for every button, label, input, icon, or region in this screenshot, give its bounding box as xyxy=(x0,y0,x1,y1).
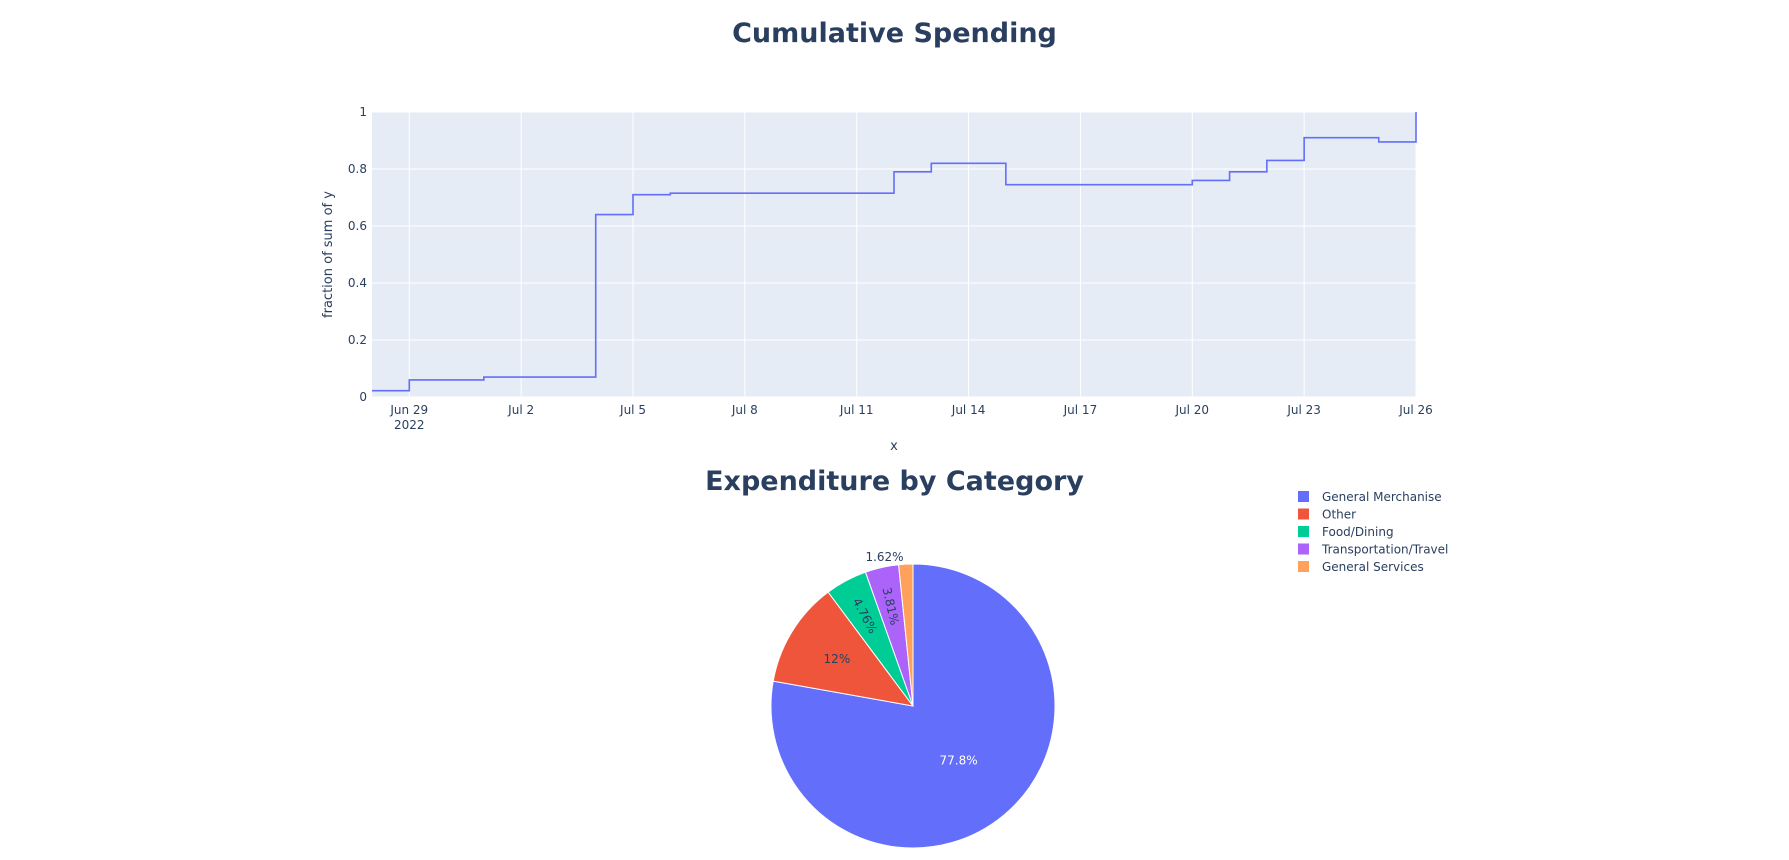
cumulative-series-line xyxy=(372,112,1417,392)
expenditure-pie-chart: 77.8%12%4.76% 3.81%1.62%General Merchanis… xyxy=(770,490,1448,849)
x-tick-label: Jul 8 xyxy=(731,403,758,417)
x-axis-title: x xyxy=(890,439,898,454)
legend-swatch[interactable] xyxy=(1298,543,1309,555)
plot-area xyxy=(372,112,1416,397)
x-tick-year-label: 2022 xyxy=(394,418,425,432)
y-axis-title: fraction of sum of y xyxy=(321,191,336,318)
legend-item-label[interactable]: General Services xyxy=(1322,560,1424,574)
legend-swatch[interactable] xyxy=(1298,526,1309,537)
legend-item-label[interactable]: Food/Dining xyxy=(1322,525,1394,539)
y-tick-label: 0.6 xyxy=(348,219,367,233)
legend-swatch[interactable] xyxy=(1298,491,1309,502)
x-tick-label: Jul 23 xyxy=(1286,403,1321,417)
y-tick-label: 1 xyxy=(359,105,367,119)
x-tick-label: Jul 11 xyxy=(839,403,874,417)
y-tick-label: 0.4 xyxy=(348,276,367,290)
pie-slice xyxy=(772,591,915,707)
y-tick-label: 0.8 xyxy=(348,162,367,176)
x-tick-label: Jul 17 xyxy=(1063,403,1098,417)
x-tick-label: Jun 29 xyxy=(389,403,428,417)
x-tick-label: Jul 14 xyxy=(951,403,986,417)
legend-item-label[interactable]: Transportation/Travel xyxy=(1321,543,1448,557)
pie-slice-label: 12% xyxy=(824,652,851,666)
legend-swatch[interactable] xyxy=(1298,508,1309,520)
y-tick-label: 0.2 xyxy=(348,333,367,347)
pie-chart-title: Expenditure by Category xyxy=(705,466,1084,497)
y-tick-label: 0 xyxy=(359,390,367,404)
legend-item-label[interactable]: Other xyxy=(1322,508,1356,522)
pie-slice xyxy=(898,563,914,707)
legend-swatch[interactable] xyxy=(1298,561,1309,572)
x-tick-label: Jul 26 xyxy=(1398,403,1433,417)
pie-slice-label: 77.8% xyxy=(940,753,978,767)
legend-item-label[interactable]: General Merchanise xyxy=(1322,490,1442,504)
x-tick-label: Jul 20 xyxy=(1175,403,1210,417)
line-chart-title: Cumulative Spending xyxy=(732,18,1057,49)
x-tick-label: Jul 2 xyxy=(507,403,534,417)
x-tick-label: Jul 5 xyxy=(619,403,646,417)
pie-slice-label: 1.62% xyxy=(865,550,903,564)
